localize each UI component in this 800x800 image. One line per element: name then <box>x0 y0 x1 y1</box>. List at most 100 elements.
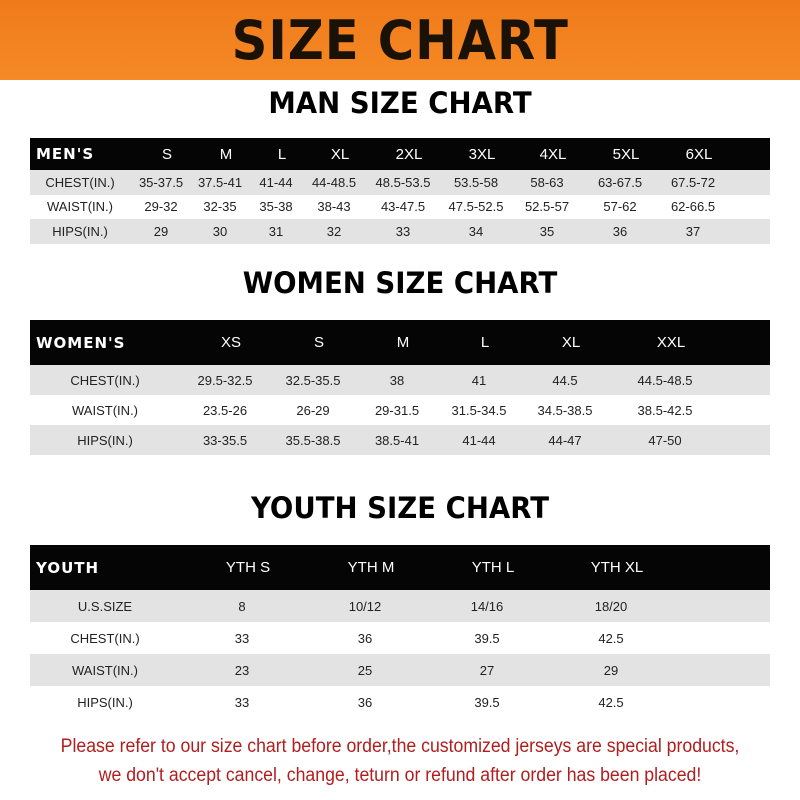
women-header-row: WOMEN'S XS S M L XL XXL <box>30 320 770 365</box>
size-header: 4XL <box>539 145 567 163</box>
measurement-cell: 44-48.5 <box>311 174 357 190</box>
measurement-cell: 35.5-38.5 <box>285 432 341 448</box>
women-size-table: WOMEN'S XS S M L XL XXL CHEST(IN.) 29.5-32.5 32.5… <box>30 320 770 455</box>
men-size-table: MEN'S S M L XL 2XL 3XL 4XL 5XL 6XL CHEST(IN.) 35-37… <box>30 138 770 244</box>
table-row: CHEST(IN.) 33 36 39.5 42.5 <box>30 622 770 654</box>
measurement-cell: 33-35.5 <box>202 432 248 448</box>
measurement-cell: 32.5-35.5 <box>285 372 341 388</box>
size-header: M <box>219 145 233 163</box>
banner: SIZE CHART <box>0 0 800 80</box>
table-row: HIPS(IN.) 29 30 31 32 33 34 35 36 37 <box>30 219 770 244</box>
size-header: S <box>161 145 172 163</box>
measurement-cell: 42.5 <box>598 630 624 646</box>
size-header: 3XL <box>468 145 496 163</box>
measurement-cell: 36 <box>357 694 373 710</box>
measurement-cell: 52.5-57 <box>524 199 570 215</box>
measurement-cell: 35-38 <box>259 199 293 215</box>
row-label: WAIST(IN.) <box>72 662 138 678</box>
table-row: WAIST(IN.) 29-32 32-35 35-38 38-43 43-47.5 47.… <box>30 194 770 219</box>
size-header: YTH M <box>347 559 395 576</box>
row-label: HIPS(IN.) <box>52 223 108 239</box>
measurement-cell: 37 <box>685 223 701 239</box>
size-header: YTH S <box>225 559 271 576</box>
measurement-cell: 29-32 <box>144 199 178 215</box>
size-header: XL <box>561 334 581 351</box>
table-row: HIPS(IN.) 33-35.5 35.5-38.5 38.5-41 41-44 44-… <box>30 425 770 455</box>
measurement-cell: 32-35 <box>203 199 237 215</box>
women-section-title: WOMEN SIZE CHART <box>242 266 558 300</box>
measurement-cell: 33 <box>234 630 250 646</box>
measurement-cell: 26-29 <box>296 402 330 418</box>
measurement-cell: 38.5-42.5 <box>637 402 693 418</box>
measurement-cell: 34.5-38.5 <box>537 402 593 418</box>
youth-header-row: YOUTH YTH S YTH M YTH L YTH XL <box>30 545 770 590</box>
men-header-row: MEN'S S M L XL 2XL 3XL 4XL 5XL 6XL <box>30 138 770 170</box>
measurement-cell: 32 <box>326 223 342 239</box>
row-label: CHEST(IN.) <box>70 372 140 388</box>
measurement-cell: 31.5-34.5 <box>451 402 507 418</box>
measurement-cell: 35 <box>539 223 555 239</box>
measurement-cell: 23 <box>234 662 250 678</box>
size-header: YTH L <box>471 559 515 576</box>
row-label: HIPS(IN.) <box>77 694 133 710</box>
measurement-cell: 42.5 <box>598 694 624 710</box>
measurement-cell: 29.5-32.5 <box>197 372 253 388</box>
measurement-cell: 33 <box>395 223 411 239</box>
row-label: WAIST(IN.) <box>47 199 113 215</box>
measurement-cell: 38.5-41 <box>374 432 420 448</box>
measurement-cell: 39.5 <box>474 630 500 646</box>
size-header: L <box>480 334 490 351</box>
measurement-cell: 41-44 <box>462 432 496 448</box>
measurement-cell: 67.5-72 <box>670 174 716 190</box>
youth-size-table: YOUTH YTH S YTH M YTH L YTH XL U.S.SIZE 8 10/12… <box>30 545 770 718</box>
measurement-cell: 44.5-48.5 <box>637 372 693 388</box>
size-header: L <box>277 145 287 163</box>
row-label: CHEST(IN.) <box>70 630 140 646</box>
size-header: YTH XL <box>590 559 644 576</box>
table-row: WAIST(IN.) 23.5-26 26-29 29-31.5 31.5-34.5 34… <box>30 395 770 425</box>
notice-line-1: Please refer to our size chart before or… <box>60 736 740 757</box>
measurement-cell: 58-63 <box>530 174 564 190</box>
size-header: M <box>396 334 410 351</box>
table-row: CHEST(IN.) 29.5-32.5 32.5-35.5 38 41 44.5 44.5… <box>30 365 770 395</box>
row-label: HIPS(IN.) <box>77 432 133 448</box>
measurement-cell: 30 <box>212 223 228 239</box>
measurement-cell: 38 <box>389 372 405 388</box>
measurement-cell: 18/20 <box>594 598 628 614</box>
measurement-cell: 38-43 <box>317 199 351 215</box>
measurement-cell: 27 <box>479 662 495 678</box>
measurement-cell: 41-44 <box>259 174 293 190</box>
size-header: XL <box>330 145 350 163</box>
measurement-cell: 31 <box>268 223 284 239</box>
size-header: XXL <box>656 334 686 351</box>
measurement-cell: 43-47.5 <box>380 199 426 215</box>
table-title-cell: WOMEN'S <box>36 333 126 352</box>
measurement-cell: 8 <box>238 598 246 614</box>
measurement-cell: 57-62 <box>603 199 637 215</box>
measurement-cell: 14/16 <box>470 598 504 614</box>
measurement-cell: 36 <box>612 223 628 239</box>
table-title-cell: MEN'S <box>36 145 95 163</box>
measurement-cell: 33 <box>234 694 250 710</box>
table-row: WAIST(IN.) 23 25 27 29 <box>30 654 770 686</box>
measurement-cell: 44.5 <box>552 372 578 388</box>
measurement-cell: 36 <box>357 630 373 646</box>
measurement-cell: 29-31.5 <box>374 402 420 418</box>
measurement-cell: 44-47 <box>548 432 582 448</box>
size-header: 5XL <box>612 145 640 163</box>
measurement-cell: 37.5-41 <box>197 174 243 190</box>
row-label: WAIST(IN.) <box>72 402 138 418</box>
measurement-cell: 23.5-26 <box>202 402 248 418</box>
measurement-cell: 34 <box>468 223 484 239</box>
measurement-cell: 29 <box>153 223 169 239</box>
measurement-cell: 62-66.5 <box>670 199 716 215</box>
measurement-cell: 47-50 <box>648 432 682 448</box>
size-header: 6XL <box>685 145 713 163</box>
table-row: CHEST(IN.) 35-37.5 37.5-41 41-44 44-48.5 48.5… <box>30 170 770 195</box>
measurement-cell: 63-67.5 <box>597 174 643 190</box>
measurement-cell: 10/12 <box>348 598 382 614</box>
measurement-cell: 53.5-58 <box>453 174 499 190</box>
row-label: U.S.SIZE <box>77 598 133 614</box>
size-header: S <box>313 334 324 351</box>
measurement-cell: 39.5 <box>474 694 500 710</box>
